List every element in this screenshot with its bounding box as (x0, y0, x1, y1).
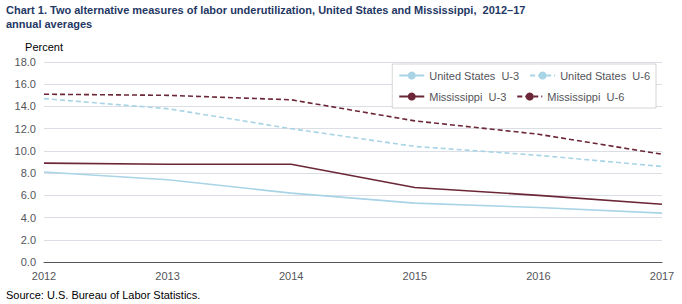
svg-text:12.0: 12.0 (15, 123, 36, 135)
svg-text:Mississippi U-6: Mississippi U-6 (547, 91, 624, 103)
svg-text:United States U-3: United States U-3 (429, 70, 519, 82)
svg-text:Source: U.S. Bureau of Labor S: Source: U.S. Bureau of Labor Statistics. (6, 289, 200, 301)
svg-text:6.0: 6.0 (21, 189, 36, 201)
svg-text:2012: 2012 (32, 270, 56, 282)
svg-text:16.0: 16.0 (15, 78, 36, 90)
svg-text:2013: 2013 (155, 270, 179, 282)
svg-text:2017: 2017 (650, 270, 674, 282)
svg-text:2015: 2015 (403, 270, 427, 282)
svg-text:Percent: Percent (25, 41, 63, 53)
svg-text:2014: 2014 (279, 270, 303, 282)
svg-text:Chart 1. Two alternative measu: Chart 1. Two alternative measures of lab… (6, 4, 525, 16)
svg-text:18.0: 18.0 (15, 56, 36, 68)
svg-text:2016: 2016 (526, 270, 550, 282)
svg-text:4.0: 4.0 (21, 212, 36, 224)
svg-text:United States U-6: United States U-6 (560, 70, 650, 82)
svg-text:2.0: 2.0 (21, 234, 36, 246)
svg-text:Mississippi U-3: Mississippi U-3 (429, 91, 506, 103)
svg-text:14.0: 14.0 (15, 100, 36, 112)
svg-text:8.0: 8.0 (21, 167, 36, 179)
svg-text:10.0: 10.0 (15, 145, 36, 157)
svg-text:0.0: 0.0 (21, 256, 36, 268)
svg-text:annual averages: annual averages (6, 18, 92, 30)
